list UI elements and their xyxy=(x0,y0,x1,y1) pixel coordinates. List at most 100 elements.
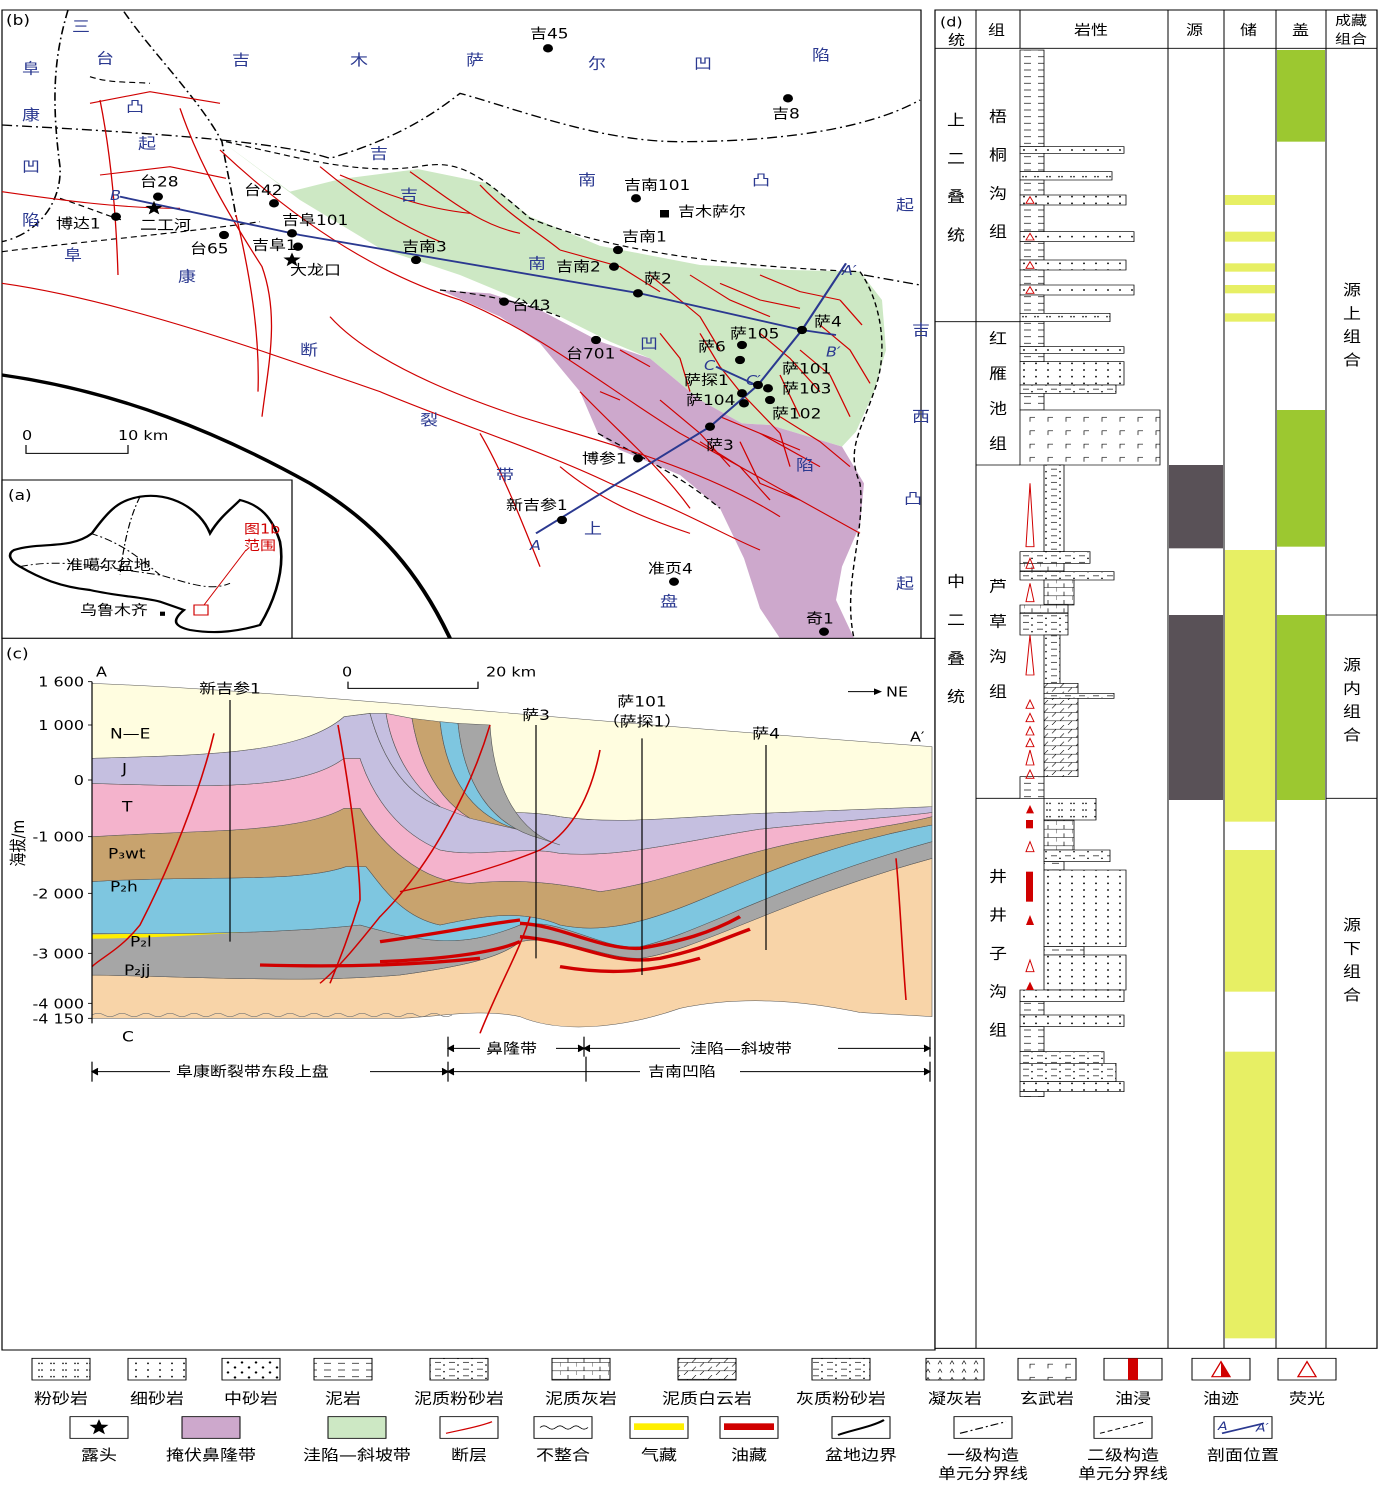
stratum-label: N—E xyxy=(110,725,150,742)
north-label: NE xyxy=(886,685,908,700)
section-icon-a: A xyxy=(1217,1420,1228,1434)
legend-item: 掩伏鼻隆带 xyxy=(166,1416,256,1464)
faults xyxy=(1,91,871,567)
well-dot-icon xyxy=(737,389,747,398)
combo-above-source-char: 上 xyxy=(1343,305,1361,322)
well-label: 吉南1 xyxy=(622,228,667,245)
outcrop-label: 二工河 xyxy=(140,216,191,233)
well-dot-icon xyxy=(819,627,829,636)
formation-jingjingzigou-char: 沟 xyxy=(989,983,1007,1000)
legend-label: 不整合 xyxy=(536,1446,590,1463)
region-char: 凸 xyxy=(126,98,144,115)
legend-swatch xyxy=(925,1357,985,1381)
well-label: 吉阜1 xyxy=(252,236,297,253)
region-char: 台 xyxy=(96,50,114,67)
header-formation: 组 xyxy=(988,21,1005,38)
formation-lucaogou-char: 草 xyxy=(989,613,1007,630)
region-char: 陷 xyxy=(22,211,40,228)
well-dot-icon xyxy=(111,212,121,221)
formation-wutonggou-char: 沟 xyxy=(989,185,1007,202)
well-label: 萨3 xyxy=(706,436,734,453)
outcrop-label: 大龙口 xyxy=(290,261,341,278)
well-dot-icon xyxy=(797,325,807,335)
well-markers: 吉45 吉8 台28 台42 吉南101 博达1 吉阜101 台65 吉阜1 吉南1 吉南3 吉南2 萨… xyxy=(56,25,842,636)
legend-item: 盆地边界 xyxy=(825,1416,897,1464)
panel-c-label: (c) xyxy=(6,645,29,662)
series-middle-permian-char: 统 xyxy=(947,688,965,705)
legend-swatch xyxy=(429,1357,489,1381)
section-label: C xyxy=(704,358,716,373)
tick-label: -2 000 xyxy=(32,887,84,902)
region-char: 带 xyxy=(496,466,514,483)
combo-below-source-char: 源 xyxy=(1343,916,1361,933)
legend-swatch xyxy=(677,1357,737,1381)
tick-label: 1 000 xyxy=(38,718,84,733)
legend-item: 泥岩 xyxy=(313,1357,373,1407)
header-source: 源 xyxy=(1186,21,1203,38)
legend-swatch xyxy=(221,1357,281,1381)
region-char: 凸 xyxy=(752,171,770,188)
well-label: 吉南101 xyxy=(624,176,690,193)
reservoir-bars xyxy=(1225,195,1275,1339)
formation-lucaogou-char: 组 xyxy=(989,683,1007,700)
legend-swatch xyxy=(181,1416,241,1439)
legend-label: 泥质白云岩 xyxy=(662,1390,752,1407)
stratum-label: J xyxy=(121,760,127,777)
legend-item: 泥质灰岩 xyxy=(545,1357,617,1407)
header-reservoir: 储 xyxy=(1240,21,1257,38)
legend-label: 细砂岩 xyxy=(130,1390,184,1407)
basin-boundary-line xyxy=(1,373,452,639)
formation-hongyanchi-char: 红 xyxy=(989,330,1007,347)
legend-label: 气藏 xyxy=(641,1446,677,1463)
section-line-icon xyxy=(1221,1422,1265,1435)
legend-item: 油浸 xyxy=(1103,1357,1163,1407)
legend-item: 气藏 xyxy=(629,1416,689,1464)
unconformity-icon xyxy=(539,1425,589,1430)
region-char: 裂 xyxy=(420,411,438,428)
well-label: 台28 xyxy=(140,173,179,190)
header-label: (d) xyxy=(940,15,963,30)
section-end-label: A′ xyxy=(910,730,925,745)
series-middle-permian-char: 二 xyxy=(947,611,965,628)
unit-dividers xyxy=(935,321,1377,799)
combo-within-source-char: 内 xyxy=(1343,680,1361,697)
basin-boundary-icon xyxy=(837,1419,885,1436)
range-label-line2: 范围 xyxy=(244,538,276,553)
panel-a-frame xyxy=(1,479,293,639)
combo-above-source-char: 组 xyxy=(1343,328,1361,345)
formation-hongyanchi-char: 组 xyxy=(989,435,1007,452)
stratum-label: P₂h xyxy=(110,878,138,895)
legend-row-features: 露头 掩伏鼻隆带 洼陷—斜坡带 断层 不整合 气藏 油藏 盆地边界 一级构造单元分界线二级构造单… xyxy=(69,1416,1279,1482)
well-label: 台43 xyxy=(512,296,551,313)
well-label: 博达1 xyxy=(56,215,101,232)
formation-wutonggou-char: 桐 xyxy=(989,146,1007,163)
legend-label: 粉砂岩 xyxy=(34,1390,88,1407)
city-marker-icon xyxy=(660,210,669,218)
well-label: 萨4 xyxy=(814,313,842,330)
well-label: 萨104 xyxy=(686,391,735,408)
header-lithology: 岩性 xyxy=(1074,21,1108,38)
legend-label: 泥质粉砂岩 xyxy=(414,1390,504,1407)
region-char: 上 xyxy=(584,520,602,537)
slope-zone-area xyxy=(222,141,886,447)
well-label: 吉南3 xyxy=(402,238,447,255)
header-seal: 盖 xyxy=(1292,21,1309,38)
legend-label: 泥质灰岩 xyxy=(545,1390,617,1407)
legend: 粉砂岩 细砂岩 中砂岩 泥岩 泥质粉砂岩 泥质灰岩 泥质白云岩 灰质粉砂岩 凝灰岩 玄武岩 油浸 油迹… xyxy=(0,1351,1381,1482)
stratum-label: P₂l xyxy=(130,933,152,950)
legend-label: 剖面位置 xyxy=(1207,1446,1279,1463)
oil-reservoirs xyxy=(259,915,751,974)
elevation-ticks: 1 600 1 000 0 -1 000 -2 000 -3 000 -4 000-4 15… xyxy=(32,675,92,1027)
well-label: 萨6 xyxy=(698,338,726,355)
stratum-label: P₂jj xyxy=(124,961,150,978)
section-well-lines xyxy=(229,700,767,975)
region-char: 凸 xyxy=(904,490,922,507)
